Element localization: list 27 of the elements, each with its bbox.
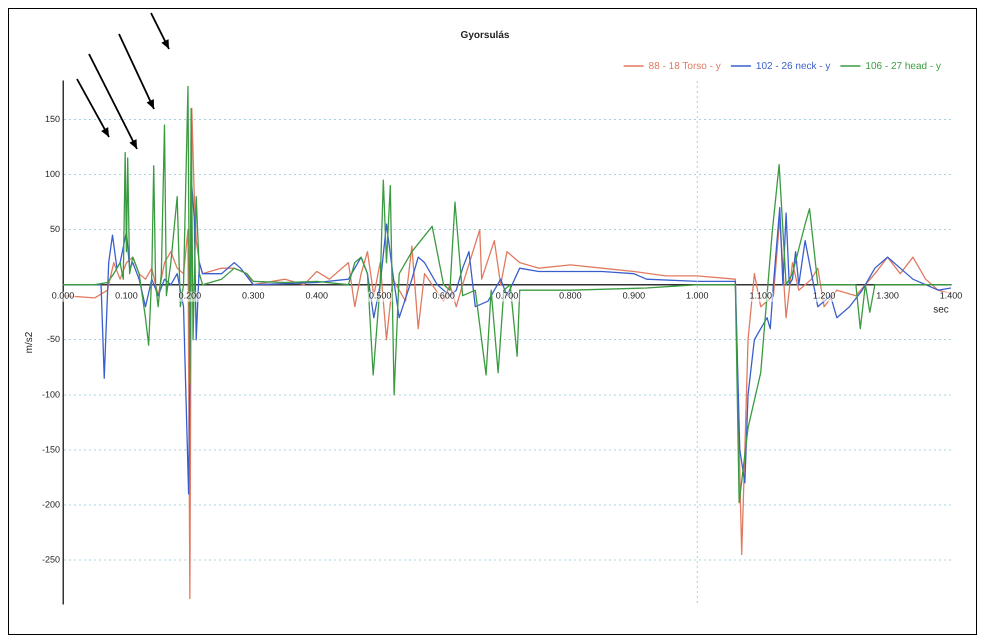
y-axis-title: m/s2 [24, 331, 35, 354]
x-tick-label: 1.200 [812, 290, 836, 301]
x-tick-label: 0.400 [305, 290, 328, 301]
x-tick-label: 0.600 [432, 290, 455, 301]
legend-label: 88 - 18 Torso - y [648, 60, 721, 72]
chart-title: Gyorsulás [460, 30, 510, 41]
y-tick-label: -100 [42, 389, 60, 400]
x-tick-label: 0.100 [115, 290, 138, 301]
x-tick-label: 1.100 [749, 290, 772, 301]
x-tick-label: 1.000 [686, 290, 709, 301]
legend-label: 106 - 27 head - y [865, 60, 942, 72]
x-tick-label: 0.800 [559, 290, 582, 301]
x-tick-label: 1.400 [940, 290, 962, 301]
x-tick-label: 0.500 [368, 290, 392, 301]
y-tick-label: -50 [47, 334, 60, 344]
x-tick-label: 0.300 [242, 290, 265, 301]
x-axis-title: sec [933, 304, 949, 316]
y-tick-label: -250 [42, 554, 60, 564]
x-tick-label: 0.200 [178, 290, 202, 301]
y-tick-label: 50 [50, 224, 60, 234]
legend-label: 102 - 26 neck - y [756, 60, 830, 72]
x-tick-label: 0.900 [622, 290, 646, 301]
y-tick-label: 150 [44, 114, 60, 124]
x-tick-label: 1.300 [876, 290, 899, 301]
y-tick-label: -200 [42, 499, 60, 510]
y-tick-label: 100 [44, 169, 60, 180]
y-tick-label: -150 [42, 444, 60, 454]
